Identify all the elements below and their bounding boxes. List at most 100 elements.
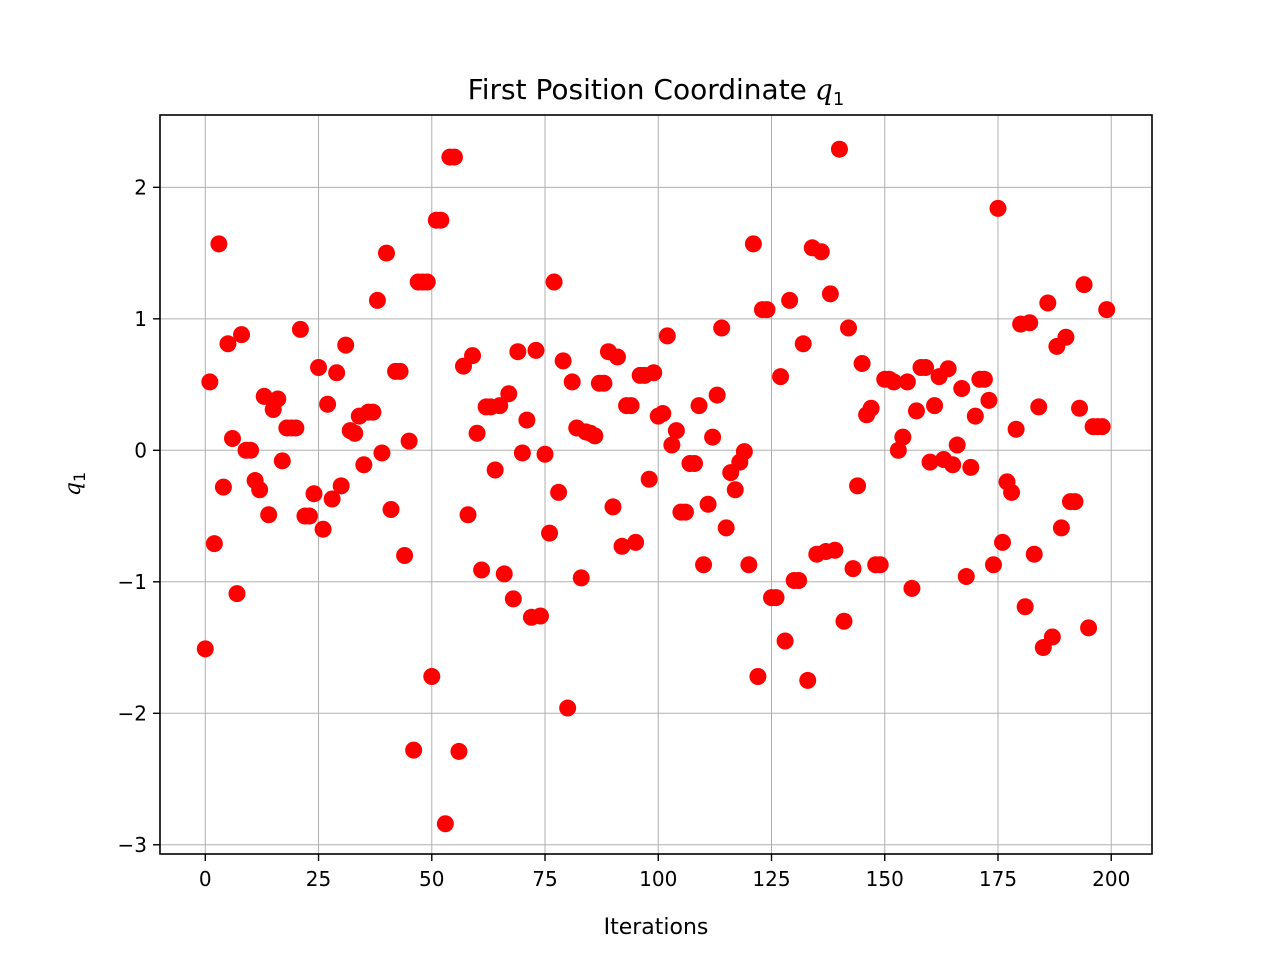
plot-frame — [159, 114, 1153, 855]
data-point — [242, 441, 260, 459]
data-point — [699, 495, 717, 513]
data-point — [853, 355, 871, 373]
data-point — [830, 140, 848, 158]
data-point — [518, 411, 536, 429]
data-point — [840, 319, 858, 337]
chart-title-symbol: q — [815, 73, 833, 106]
data-point — [885, 373, 903, 391]
data-point — [500, 385, 518, 403]
data-point — [622, 397, 640, 415]
data-point — [772, 368, 790, 386]
data-point — [645, 364, 663, 382]
data-point — [1021, 314, 1039, 332]
data-point — [953, 380, 971, 398]
data-point — [944, 456, 962, 474]
data-point — [513, 444, 531, 462]
data-point — [269, 390, 287, 408]
data-point — [328, 364, 346, 382]
data-point — [364, 403, 382, 421]
x-axis-label: Iterations — [604, 915, 709, 940]
data-point — [486, 461, 504, 479]
data-point — [1080, 619, 1098, 637]
data-point — [781, 291, 799, 309]
data-point — [1030, 398, 1048, 416]
data-point — [740, 556, 758, 574]
data-point — [948, 436, 966, 454]
data-point — [812, 243, 830, 261]
x-tick-label: 100 — [639, 867, 677, 891]
data-point — [1016, 598, 1034, 616]
data-point — [319, 395, 337, 413]
x-tick-label: 175 — [979, 867, 1017, 891]
data-point — [917, 358, 935, 376]
data-points — [196, 140, 1116, 833]
data-point — [894, 428, 912, 446]
data-point — [608, 348, 626, 366]
data-point — [1093, 418, 1111, 436]
data-point — [704, 428, 722, 446]
data-point — [749, 667, 767, 685]
chart-title: First Position Coordinate q1 — [468, 73, 845, 110]
chart-title-text: First Position Coordinate — [468, 73, 807, 106]
data-point — [314, 520, 332, 538]
data-point — [504, 590, 522, 608]
data-point — [821, 285, 839, 303]
x-tick-label: 25 — [306, 867, 331, 891]
data-point — [396, 547, 414, 565]
data-point — [604, 498, 622, 516]
data-point — [1003, 483, 1021, 501]
data-point — [531, 607, 549, 625]
data-point — [994, 533, 1012, 551]
data-point — [926, 397, 944, 415]
data-point — [1071, 399, 1089, 417]
data-point — [346, 424, 364, 442]
data-point — [744, 235, 762, 253]
data-point — [1075, 276, 1093, 294]
data-point — [717, 519, 735, 537]
x-tick-label: 0 — [199, 867, 212, 891]
y-tick-label: −2 — [118, 701, 147, 725]
data-point — [627, 533, 645, 551]
y-tick-label: −1 — [118, 570, 147, 594]
data-point — [686, 454, 704, 472]
data-point — [550, 483, 568, 501]
data-point — [667, 422, 685, 440]
data-point — [432, 211, 450, 229]
data-point — [436, 815, 454, 833]
data-point — [468, 424, 486, 442]
chart-title-subscript: 1 — [833, 89, 844, 110]
x-tick-label: 200 — [1092, 867, 1130, 891]
data-point — [907, 402, 925, 420]
data-point — [400, 432, 418, 450]
data-point — [975, 370, 993, 388]
data-point — [287, 419, 305, 437]
data-point — [966, 407, 984, 425]
data-point — [676, 503, 694, 521]
y-tick-label: 0 — [134, 438, 147, 462]
data-point — [1025, 545, 1043, 563]
y-tick-label: 2 — [134, 175, 147, 199]
data-point — [205, 535, 223, 553]
data-point — [210, 235, 228, 253]
data-point — [201, 373, 219, 391]
data-point — [957, 568, 975, 586]
data-point — [758, 301, 776, 319]
data-point — [382, 500, 400, 518]
data-point — [726, 481, 744, 499]
data-point — [871, 556, 889, 574]
y-axis-label-subscript: 1 — [70, 472, 89, 482]
data-point — [921, 453, 939, 471]
data-point — [713, 319, 731, 337]
data-point — [939, 360, 957, 378]
data-point — [541, 524, 559, 542]
grid — [160, 115, 1152, 854]
x-tick-label: 75 — [532, 867, 557, 891]
x-tick-label: 150 — [866, 867, 904, 891]
data-point — [373, 444, 391, 462]
data-point — [495, 565, 513, 583]
data-point — [1057, 328, 1075, 346]
data-point — [889, 441, 907, 459]
data-point — [984, 556, 1002, 574]
data-point — [1043, 628, 1061, 646]
